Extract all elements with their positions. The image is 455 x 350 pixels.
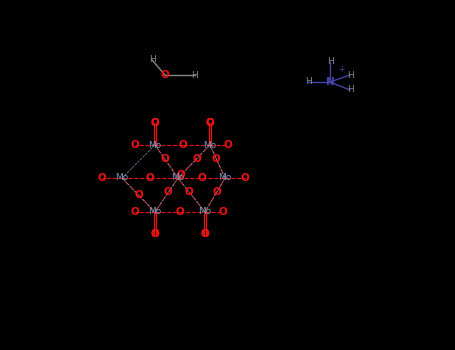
Text: H: H <box>327 57 334 66</box>
Text: O: O <box>161 70 169 80</box>
Text: O: O <box>131 207 139 217</box>
Text: H: H <box>192 70 198 79</box>
Text: Mo: Mo <box>148 208 162 217</box>
Text: O: O <box>223 140 233 150</box>
Text: +: + <box>338 65 344 75</box>
Text: O: O <box>131 140 139 150</box>
Text: O: O <box>146 173 154 183</box>
Text: O: O <box>212 154 221 164</box>
Text: Mo: Mo <box>172 174 185 182</box>
Text: O: O <box>206 118 214 128</box>
Text: O: O <box>178 140 187 150</box>
Text: O: O <box>151 118 159 128</box>
Text: O: O <box>151 118 159 128</box>
Text: Mo: Mo <box>198 208 212 217</box>
Text: O: O <box>134 190 143 200</box>
Text: O: O <box>201 229 209 239</box>
Text: Mo: Mo <box>203 140 217 149</box>
Text: O: O <box>164 187 173 197</box>
Text: N: N <box>326 77 334 87</box>
Text: O: O <box>151 229 159 239</box>
Text: O: O <box>206 118 214 128</box>
Text: O: O <box>241 173 249 183</box>
Text: Mo: Mo <box>148 140 162 149</box>
Text: H: H <box>347 85 354 94</box>
Text: Mo: Mo <box>218 174 232 182</box>
Text: O: O <box>177 170 185 180</box>
Text: Mo: Mo <box>116 174 129 182</box>
Text: O: O <box>176 207 184 217</box>
Text: O: O <box>218 207 228 217</box>
Text: O: O <box>201 229 209 239</box>
Text: H: H <box>305 77 311 86</box>
Text: O: O <box>98 173 106 183</box>
Text: O: O <box>160 154 169 164</box>
Text: O: O <box>192 154 201 164</box>
Text: O: O <box>151 229 159 239</box>
Text: O: O <box>197 173 206 183</box>
Text: H: H <box>149 56 155 64</box>
Text: O: O <box>212 187 221 197</box>
Text: H: H <box>347 70 354 79</box>
Text: O: O <box>185 187 194 197</box>
